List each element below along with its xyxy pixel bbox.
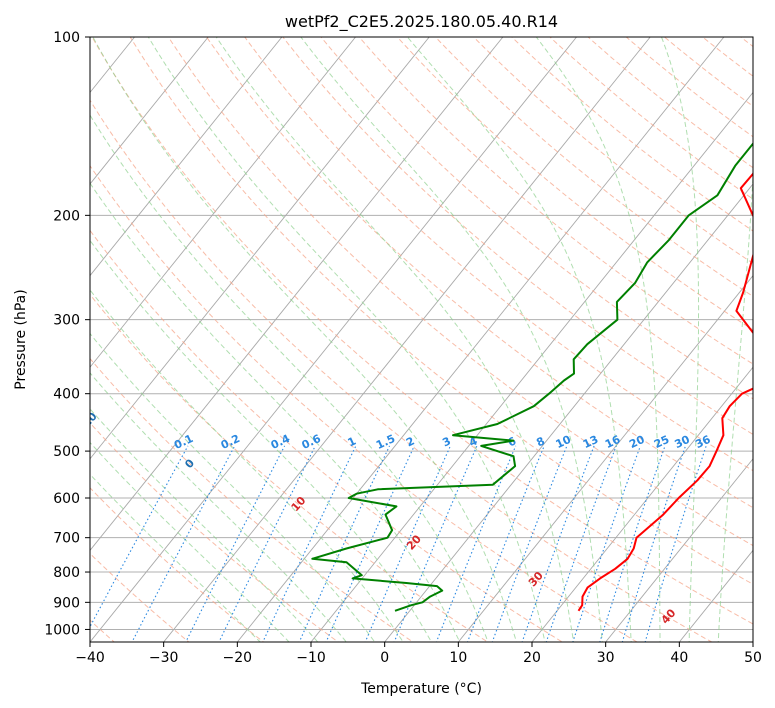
y-tick-label: 800 xyxy=(53,565,80,581)
mixing-ratio-line xyxy=(466,445,545,642)
y-axis-label: Pressure (hPa) xyxy=(13,289,29,389)
moist-adiabat-line xyxy=(300,37,603,642)
x-tick-label: −30 xyxy=(149,650,179,666)
dry-adiabat-label: -20 xyxy=(0,366,6,390)
x-tick-label: 30 xyxy=(597,650,615,666)
mixing-ratio-line xyxy=(545,445,617,642)
x-tick-label: 50 xyxy=(744,650,762,666)
mixing-ratio-label: 13 xyxy=(581,433,600,451)
y-tick-label: 400 xyxy=(53,387,80,403)
x-tick-label: 40 xyxy=(670,650,688,666)
temperature-profile-line xyxy=(577,169,753,612)
x-tick-label: −40 xyxy=(75,650,105,666)
mixing-ratio-line xyxy=(90,445,189,628)
dry-adiabat-line xyxy=(244,37,753,472)
moist-adiabat-line xyxy=(717,165,753,642)
isotherm-line xyxy=(0,37,61,642)
mixing-ratio-line xyxy=(599,445,666,642)
dry-adiabat-line xyxy=(90,229,564,642)
y-tick-label: 300 xyxy=(53,313,80,329)
moist-adiabat-line xyxy=(90,408,319,642)
mixing-ratio-label: 10 xyxy=(554,433,574,451)
moist-adiabat-line xyxy=(90,332,376,642)
dry-adiabat-line xyxy=(129,37,753,585)
mixing-ratio-line xyxy=(644,445,707,642)
y-tick-label: 700 xyxy=(53,531,80,547)
moist-adiabat-line xyxy=(661,37,700,642)
dry-adiabat-line xyxy=(511,37,753,232)
dry-adiabat-line xyxy=(205,37,753,509)
moist-adiabat-line xyxy=(147,37,546,642)
grid-layer xyxy=(0,37,753,642)
dry-adiabat-line xyxy=(282,37,753,435)
isotherm-line xyxy=(457,274,753,642)
mixing-ratio-label: 25 xyxy=(652,433,671,451)
isotherm-line xyxy=(90,37,209,185)
dry-adiabat-line xyxy=(90,99,713,642)
plot-frame xyxy=(89,36,754,643)
moist-adiabat-line xyxy=(90,182,461,642)
isotherm-line xyxy=(90,37,283,277)
isotherm-line xyxy=(384,183,753,642)
dry-adiabat-line xyxy=(91,37,753,625)
mixing-ratio-line xyxy=(521,445,595,642)
x-tick-label: 0 xyxy=(380,650,389,666)
mixing-ratio-label: 16 xyxy=(603,433,623,451)
chart-title: wetPf2_C2E5.2025.180.05.40.R14 xyxy=(285,12,558,32)
moist-adiabat-line xyxy=(535,37,661,642)
moist-adiabat-line xyxy=(215,37,575,642)
isotherm-line xyxy=(752,641,753,642)
isotherm-line xyxy=(90,37,356,368)
moist-adiabat-line xyxy=(92,37,518,642)
x-tick-label: −10 xyxy=(296,650,326,666)
dry-adiabat-line xyxy=(358,37,753,365)
y-tick-label: 500 xyxy=(53,444,80,460)
mixing-ratio-line xyxy=(364,445,451,642)
moist-adiabat-line xyxy=(90,289,404,642)
x-axis-label: Temperature (°C) xyxy=(360,681,482,697)
moist-adiabat-line xyxy=(90,473,261,642)
isotherm-line xyxy=(90,37,430,460)
x-tick-label: −20 xyxy=(223,650,253,666)
mixing-ratio-line xyxy=(185,445,286,642)
mixing-ratio-label: 20 xyxy=(627,433,647,451)
mixing-ratio-line xyxy=(435,445,517,642)
dry-adiabat-line xyxy=(90,164,639,642)
mixing-ratio-label: 30 xyxy=(673,433,693,451)
moist-adiabat-line xyxy=(90,239,432,642)
mixing-ratio-line xyxy=(393,445,478,642)
isotherm-line xyxy=(90,37,577,642)
y-tick-label: 200 xyxy=(53,208,80,224)
y-tick-label: 100 xyxy=(53,30,80,46)
mixing-ratio-line xyxy=(621,445,687,642)
tick-layer: −40 −30 −20 −10 0 10 20 30 40 50 100 200 300 400 500 60… xyxy=(44,30,762,666)
dry-adiabat-line xyxy=(625,37,753,138)
dry-adiabat-label: -10 xyxy=(77,410,100,434)
y-tick-label: 600 xyxy=(53,491,80,507)
y-tick-label: 900 xyxy=(53,595,80,611)
dewpoint-profile-line xyxy=(311,142,753,612)
isotherm-line xyxy=(90,37,504,552)
mixing-ratio-line xyxy=(218,445,316,642)
y-tick-label: 1000 xyxy=(44,622,80,638)
moist-adiabat-line xyxy=(90,114,489,642)
mixing-ratio-label: 36 xyxy=(693,433,713,451)
moist-adiabat-line xyxy=(90,441,290,642)
mixing-ratio-line xyxy=(572,445,641,642)
mixing-ratio-line xyxy=(131,445,236,642)
isotherm-line xyxy=(236,37,725,642)
plot-background xyxy=(90,37,753,642)
isotherm-line xyxy=(163,37,651,642)
isotherm-line xyxy=(605,458,753,642)
x-tick-label: 10 xyxy=(449,650,467,666)
isotherm-line xyxy=(531,366,753,642)
series-layer xyxy=(311,142,753,612)
x-tick-label: 20 xyxy=(523,650,541,666)
mixing-ratio-line xyxy=(491,445,568,642)
dry-adiabat-line xyxy=(472,37,753,264)
